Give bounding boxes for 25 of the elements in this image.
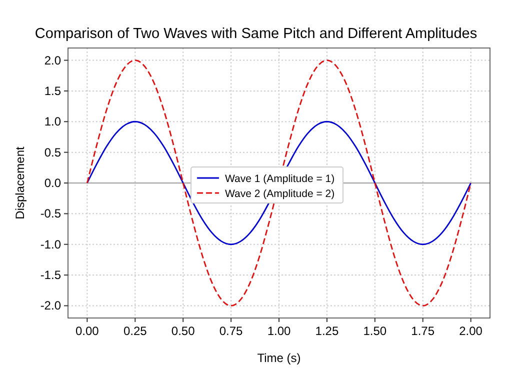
x-tick-label: 1.75 <box>411 324 435 338</box>
x-tick-label: 1.25 <box>315 324 339 338</box>
x-tick-label: 0.75 <box>219 324 244 338</box>
line-series <box>86 60 472 306</box>
y-tick-label: 0.0 <box>44 176 62 190</box>
x-axis-title: Time (s) <box>257 351 301 365</box>
y-tick-label: 1.0 <box>44 114 62 129</box>
y-tick-label: 0.5 <box>44 145 62 160</box>
x-tick-label: 0.00 <box>76 324 100 338</box>
line-series <box>86 120 472 246</box>
y-tick-label: -0.5 <box>40 206 62 221</box>
chart-title: Comparison of Two Waves with Same Pitch and Different Amplitudes <box>34 26 478 42</box>
y-tick-label: -1.0 <box>40 237 62 252</box>
y-tick-label: 1.5 <box>44 84 62 98</box>
y-tick-label: 2.0 <box>44 53 62 68</box>
y-tick-label: -1.5 <box>40 268 62 282</box>
y-axis-title: Displacement <box>13 146 27 220</box>
y-tick-label: -2.0 <box>40 298 62 313</box>
legend-label: Wave 2 (Amplitude = 2) <box>225 188 335 200</box>
x-tick-label: 0.25 <box>123 324 148 338</box>
x-tick-label: 1.00 <box>267 324 291 338</box>
legend-label: Wave 1 (Amplitude = 1) <box>225 173 335 185</box>
x-tick-label: 2.00 <box>459 324 483 338</box>
x-tick-label: 1.50 <box>363 324 387 338</box>
x-tick-label: 0.50 <box>171 324 196 338</box>
